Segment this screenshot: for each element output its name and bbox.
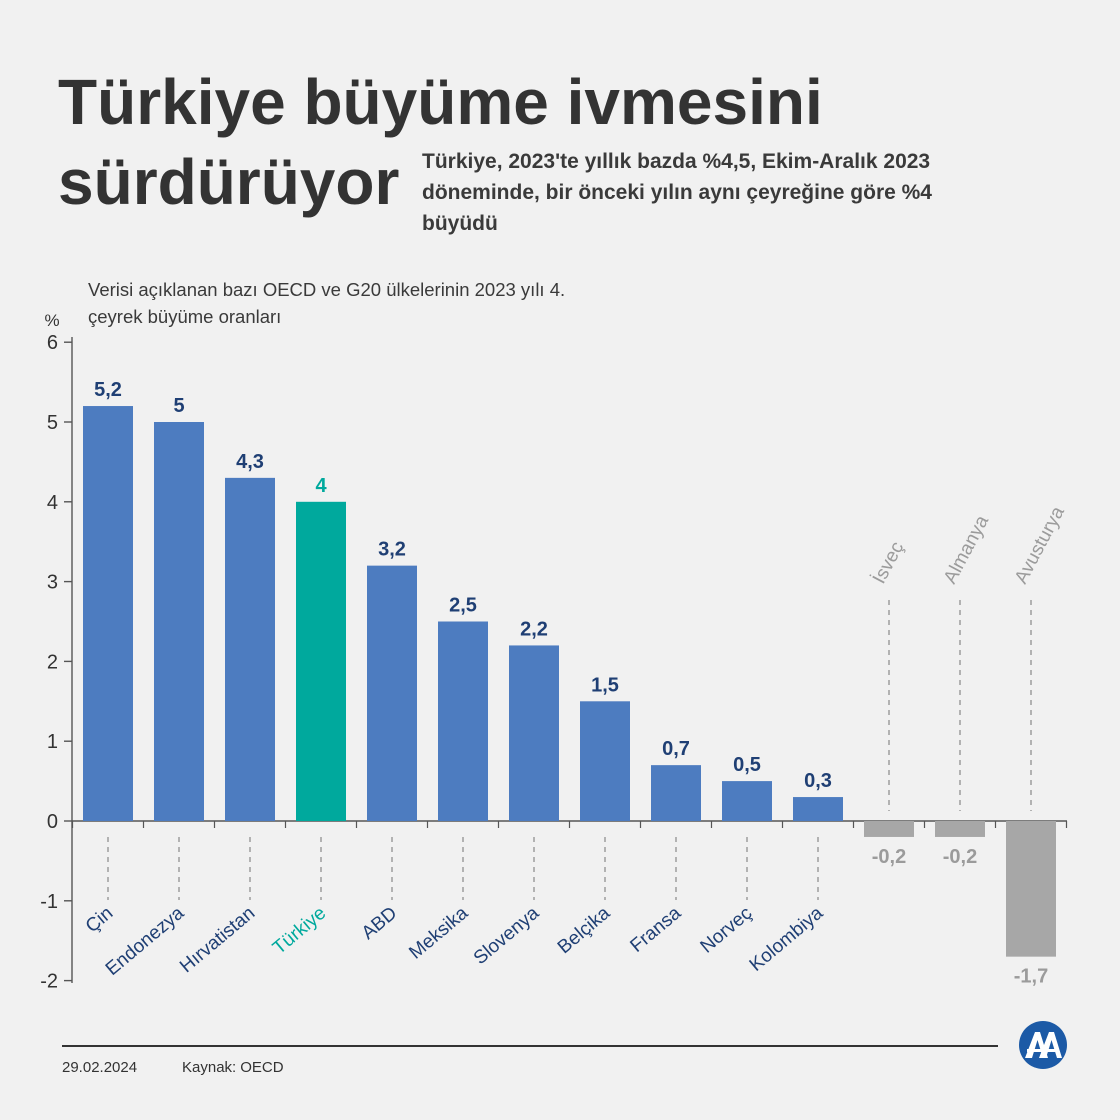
y-tick-label: 3 [47, 572, 58, 594]
bar [296, 501, 346, 821]
y-tick-label: 0 [47, 811, 58, 833]
data-label: 0,7 [662, 738, 690, 760]
category-label: Hırvatistan [176, 903, 259, 977]
y-tick-label: 2 [47, 651, 58, 673]
bar [154, 422, 204, 821]
y-tick-label: 4 [47, 492, 58, 514]
y-tick-label: -1 [40, 891, 58, 913]
data-label: -1,7 [1014, 966, 1048, 988]
y-tick-label: 1 [47, 731, 58, 753]
category-label: Slovenya [470, 902, 544, 969]
data-label: 5,2 [94, 379, 122, 401]
bar [225, 477, 275, 821]
bar [83, 406, 133, 821]
page-title: Türkiye büyüme ivmesini sürdürüyor [58, 62, 878, 222]
bar [509, 645, 559, 821]
bar [722, 781, 772, 821]
bar [651, 765, 701, 821]
data-label: 1,5 [591, 674, 619, 696]
bar [864, 821, 914, 837]
data-label: 3,2 [378, 539, 406, 561]
bar [1006, 821, 1056, 957]
data-label: 4,3 [236, 451, 264, 473]
category-label: Norveç [697, 903, 757, 958]
category-label: Endonezya [102, 902, 189, 979]
data-label: 2,2 [520, 618, 548, 640]
y-tick-label: 6 [47, 332, 58, 354]
category-label: Türkiye [269, 903, 330, 959]
data-label: -0,2 [872, 846, 906, 868]
aa-logo-icon [1019, 1021, 1067, 1069]
bar [438, 621, 488, 821]
data-label: 4 [315, 475, 327, 497]
category-label: Belçika [554, 902, 615, 958]
data-label: 5 [173, 395, 184, 417]
source-label: Kaynak: [182, 1059, 237, 1076]
bar-chart: % 6 5 4 3 2 1 0 -1 -2 5,2 Çin 5 Endonezya 4,3 Hırvatist… [40, 311, 1069, 993]
bar [935, 821, 985, 837]
category-label: Fransa [626, 902, 685, 956]
category-label: Çin [82, 903, 117, 937]
footer-divider [62, 1045, 998, 1047]
title-line-1: Türkiye büyüme ivmesini [58, 66, 823, 138]
data-label: 0,3 [804, 770, 832, 792]
y-tick-label: 5 [47, 412, 58, 434]
data-label: 0,5 [733, 754, 761, 776]
bar [793, 797, 843, 821]
y-tick-label: -2 [40, 971, 58, 993]
category-label: İsveç [869, 538, 908, 587]
subtitle: Türkiye, 2023'te yıllık bazda %4,5, Ekim… [422, 150, 932, 235]
data-label: -0,2 [943, 846, 977, 868]
footer-source: Kaynak: OECD [182, 1059, 284, 1076]
category-label: Avusturya [1011, 503, 1069, 588]
category-label: Kolombiya [746, 902, 828, 975]
source-value: OECD [240, 1059, 284, 1076]
data-label: 2,5 [449, 595, 477, 617]
category-label: ABD [358, 903, 401, 944]
category-label: Meksika [405, 902, 472, 963]
chart-caption: Verisi açıklanan bazı OECD ve G20 ülkele… [88, 279, 566, 327]
title-line-2: sürdürüyor [58, 146, 400, 218]
y-axis-unit-label: % [44, 311, 59, 330]
bar [367, 565, 417, 821]
category-label: Almanya [940, 512, 993, 588]
footer-date: 29.02.2024 [62, 1059, 138, 1076]
bar [580, 701, 630, 821]
